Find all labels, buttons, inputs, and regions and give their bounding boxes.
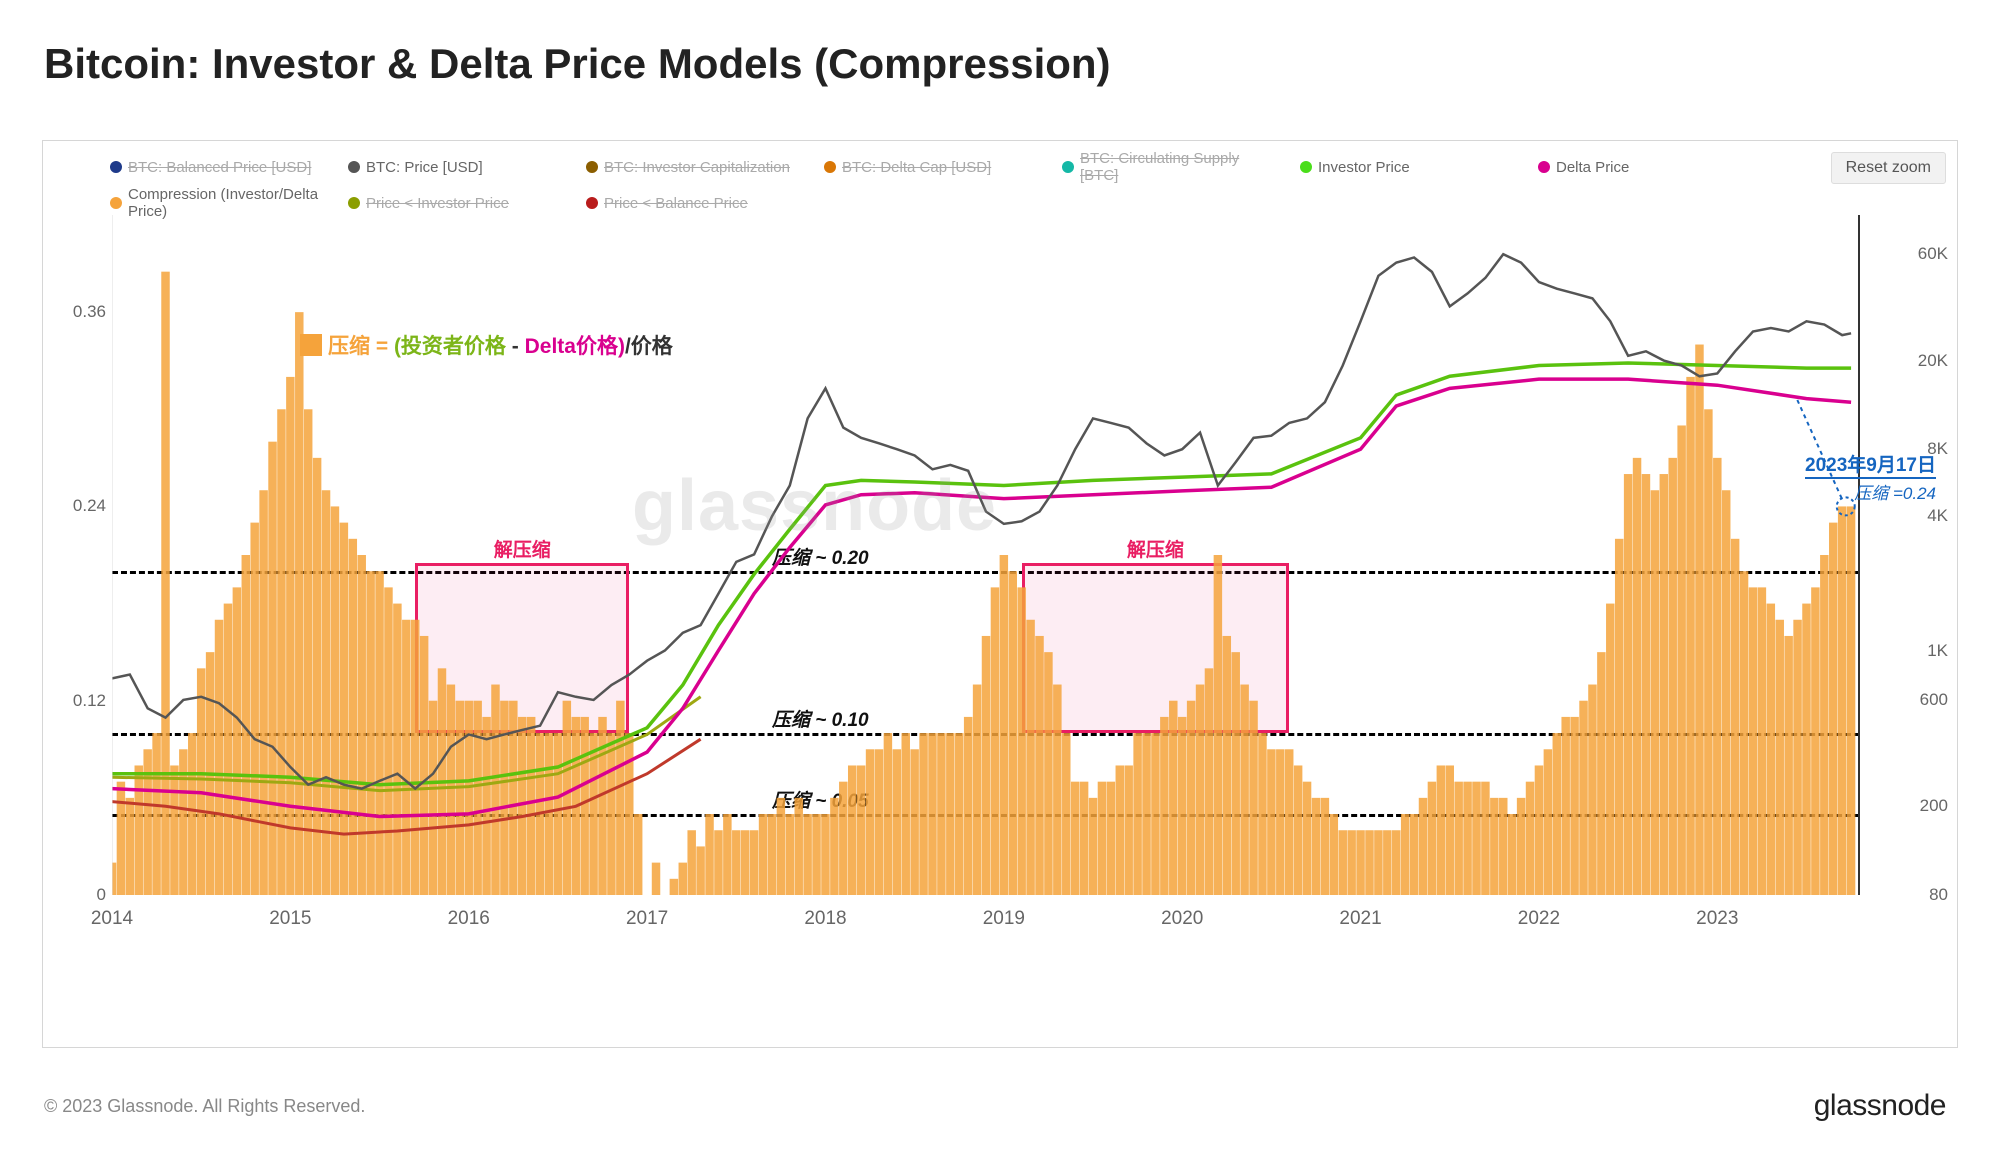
legend-label: BTC: Price [USD] [366,159,483,176]
callout-value: 压缩 =0.24 [1854,484,1936,503]
y-right-tick: 80 [1929,885,1948,905]
legend-swatch [110,161,122,173]
legend-item[interactable]: BTC: Price [USD] [348,150,566,184]
x-tick: 2023 [1696,908,1738,930]
x-tick: 2018 [804,908,846,930]
legend-label: BTC: Delta Cap [USD] [842,159,991,176]
y-right-tick: 60K [1918,244,1948,264]
legend-label: Price < Balance Price [604,195,748,212]
x-tick: 2020 [1161,908,1203,930]
legend-swatch [1300,161,1312,173]
x-tick: 2014 [91,908,133,930]
y-left-tick: 0 [70,885,106,905]
x-tick: 2022 [1518,908,1560,930]
legend-label: BTC: Balanced Price [USD] [128,159,311,176]
y-right-tick: 20K [1918,351,1948,371]
y-right-tick: 200 [1920,796,1948,816]
legend-item[interactable]: BTC: Investor Capitalization [586,150,804,184]
legend-swatch [824,161,836,173]
legend-label: BTC: Investor Capitalization [604,159,790,176]
date-callout: 2023年9月17日 压缩 =0.24 [1805,450,1936,504]
x-tick: 2017 [626,908,668,930]
y-right-tick: 1K [1927,641,1948,661]
y-left-tick: 0.36 [70,302,106,322]
legend-item[interactable]: BTC: Circulating Supply [BTC] [1062,150,1280,184]
legend-label: Price < Investor Price [366,195,509,212]
legend-item[interactable]: Delta Price [1538,150,1756,184]
legend-item[interactable]: BTC: Balanced Price [USD] [110,150,328,184]
x-tick: 2015 [269,908,311,930]
legend-swatch [1062,161,1074,173]
formula-annotation: 压缩 = (投资者价格 - Delta价格)/价格 [300,330,673,360]
reset-zoom-button[interactable]: Reset zoom [1831,152,1946,184]
y-right-tick: 600 [1920,690,1948,710]
formula-swatch [300,334,322,356]
legend-swatch [348,161,360,173]
legend-item[interactable]: Investor Price [1300,150,1518,184]
x-tick: 2019 [983,908,1025,930]
x-tick: 2021 [1339,908,1381,930]
legend-swatch [586,197,598,209]
legend-label: Delta Price [1556,159,1629,176]
legend-item[interactable]: BTC: Delta Cap [USD] [824,150,1042,184]
y-left-tick: 0.24 [70,496,106,516]
callout-date: 2023年9月17日 [1805,450,1936,479]
legend: BTC: Balanced Price [USD] BTC: Price [USD… [110,150,1810,220]
legend-swatch [586,161,598,173]
legend-label: Investor Price [1318,159,1410,176]
brand-logo: glassnode [1814,1089,1946,1123]
y-right-tick: 4K [1927,506,1948,526]
x-tick: 2016 [448,908,490,930]
plot-area: glassnode [112,215,1860,895]
copyright: © 2023 Glassnode. All Rights Reserved. [44,1096,365,1117]
legend-swatch [110,197,122,209]
legend-swatch [348,197,360,209]
y-left-tick: 0.12 [70,691,106,711]
chart-title: Bitcoin: Investor & Delta Price Models (… [44,40,1111,88]
legend-label: BTC: Circulating Supply [BTC] [1080,150,1280,184]
legend-swatch [1538,161,1550,173]
